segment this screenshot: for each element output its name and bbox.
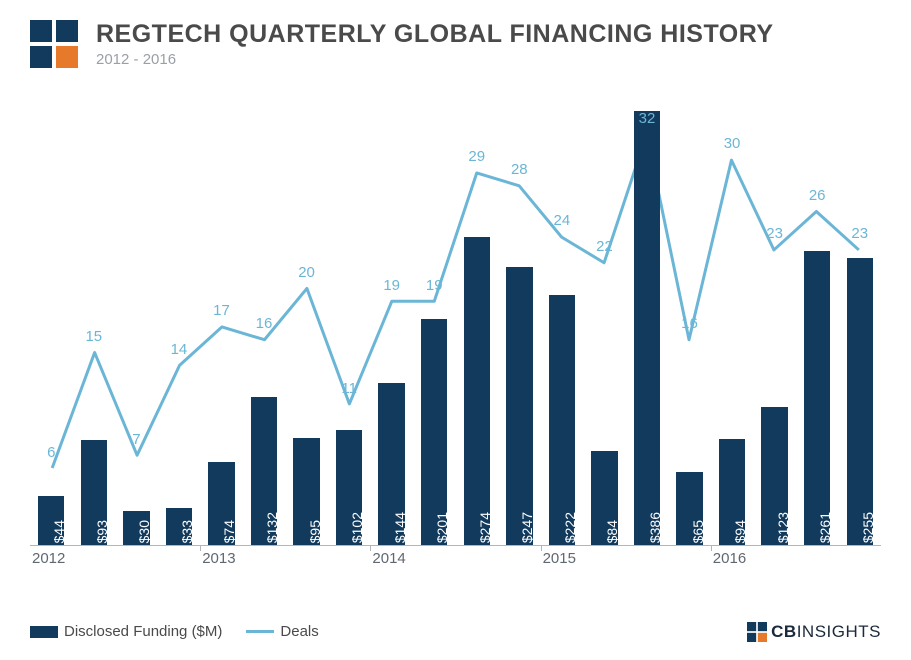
funding-bar-label: $65 xyxy=(690,520,716,543)
legend-swatch-bar xyxy=(30,626,58,638)
x-axis-year-label: 2016 xyxy=(713,550,746,567)
deals-line xyxy=(30,96,881,545)
x-axis-year-label: 2014 xyxy=(372,550,405,567)
chart-title: REGTECH QUARTERLY GLOBAL FINANCING HISTO… xyxy=(96,20,774,49)
funding-bar-label: $95 xyxy=(307,520,333,543)
funding-bar-label: $201 xyxy=(434,512,460,543)
legend-swatch-line xyxy=(246,630,274,633)
funding-bar-label: $274 xyxy=(477,512,503,543)
funding-bar-label: $44 xyxy=(51,520,77,543)
cbinsights-logo-icon xyxy=(30,20,78,68)
chart-subtitle: 2012 - 2016 xyxy=(96,51,774,68)
deals-point-label: 29 xyxy=(468,148,485,165)
chart-header: REGTECH QUARTERLY GLOBAL FINANCING HISTO… xyxy=(30,20,881,68)
chart-area: $44 6 $93 15 $30 7 $33 14 $74 17 $132 16 $95 20 $102 11… xyxy=(30,96,881,570)
legend-item-bar: Disclosed Funding ($M) xyxy=(30,623,222,640)
deals-point-label: 26 xyxy=(809,187,826,204)
legend-item-line: Deals xyxy=(246,623,318,640)
x-axis-year-label: 2015 xyxy=(543,550,576,567)
funding-bar: $33 xyxy=(166,508,192,545)
deals-point-label: 28 xyxy=(511,161,528,178)
cbinsights-footer-icon xyxy=(747,622,767,642)
funding-bar: $84 xyxy=(591,451,617,546)
x-axis-year-label: 2013 xyxy=(202,550,235,567)
deals-point-label: 20 xyxy=(298,264,315,281)
deals-point-label: 23 xyxy=(851,225,868,242)
deals-point-label: 30 xyxy=(724,135,741,152)
x-axis-tick xyxy=(541,545,542,551)
funding-bar: $94 xyxy=(719,439,745,545)
funding-bar: $30 xyxy=(123,511,149,545)
deals-point-label: 16 xyxy=(681,315,698,332)
funding-bar-label: $33 xyxy=(179,520,205,543)
funding-bar-label: $93 xyxy=(94,520,120,543)
plot-region: $44 6 $93 15 $30 7 $33 14 $74 17 $132 16 $95 20 $102 11… xyxy=(30,96,881,546)
funding-bar: $261 xyxy=(804,251,830,545)
deals-point-label: 22 xyxy=(596,238,613,255)
funding-bar: $123 xyxy=(761,407,787,545)
legend-line-label: Deals xyxy=(280,623,318,640)
funding-bar: $132 xyxy=(251,397,277,546)
legend: Disclosed Funding ($M) Deals xyxy=(30,623,319,640)
deals-point-label: 17 xyxy=(213,302,230,319)
x-axis-tick xyxy=(711,545,712,551)
funding-bar: $74 xyxy=(208,462,234,545)
funding-bar: $274 xyxy=(464,237,490,545)
funding-bar: $222 xyxy=(549,295,575,545)
deals-point-label: 23 xyxy=(766,225,783,242)
deals-point-label: 11 xyxy=(341,380,357,397)
deals-point-label: 16 xyxy=(256,315,273,332)
funding-bar-label: $123 xyxy=(775,512,801,543)
deals-point-label: 19 xyxy=(426,277,443,294)
funding-bar: $386 xyxy=(634,111,660,545)
funding-bar: $144 xyxy=(378,383,404,545)
footer-brand-text: CBINSIGHTS xyxy=(771,622,881,642)
funding-bar-label: $30 xyxy=(136,520,162,543)
funding-bar: $93 xyxy=(81,440,107,545)
funding-bar-label: $84 xyxy=(604,520,630,543)
x-axis-tick xyxy=(200,545,201,551)
funding-bar-label: $222 xyxy=(562,512,588,543)
funding-bar-label: $386 xyxy=(647,512,673,543)
funding-bar-label: $132 xyxy=(264,512,290,543)
funding-bar-label: $74 xyxy=(221,520,247,543)
funding-bar: $102 xyxy=(336,430,362,545)
funding-bar: $44 xyxy=(38,496,64,546)
deals-point-label: 7 xyxy=(132,431,140,448)
deals-point-label: 32 xyxy=(639,110,656,127)
funding-bar: $201 xyxy=(421,319,447,545)
x-axis-tick xyxy=(370,545,371,551)
funding-bar-label: $247 xyxy=(519,512,545,543)
funding-bar: $247 xyxy=(506,267,532,545)
funding-bar-label: $261 xyxy=(817,512,843,543)
footer-brand: CBINSIGHTS xyxy=(747,622,881,642)
deals-point-label: 24 xyxy=(554,212,571,229)
funding-bar-label: $255 xyxy=(860,512,886,543)
deals-point-label: 14 xyxy=(171,341,188,358)
funding-bar: $95 xyxy=(293,438,319,545)
deals-point-label: 15 xyxy=(85,328,102,345)
funding-bar: $65 xyxy=(676,472,702,545)
deals-point-label: 6 xyxy=(47,444,55,461)
funding-bar: $255 xyxy=(847,258,873,545)
funding-bar-label: $144 xyxy=(392,512,418,543)
deals-point-label: 19 xyxy=(383,277,400,294)
legend-bar-label: Disclosed Funding ($M) xyxy=(64,623,222,640)
funding-bar-label: $94 xyxy=(732,520,758,543)
funding-bar-label: $102 xyxy=(349,512,375,543)
x-axis-year-label: 2012 xyxy=(32,550,65,567)
